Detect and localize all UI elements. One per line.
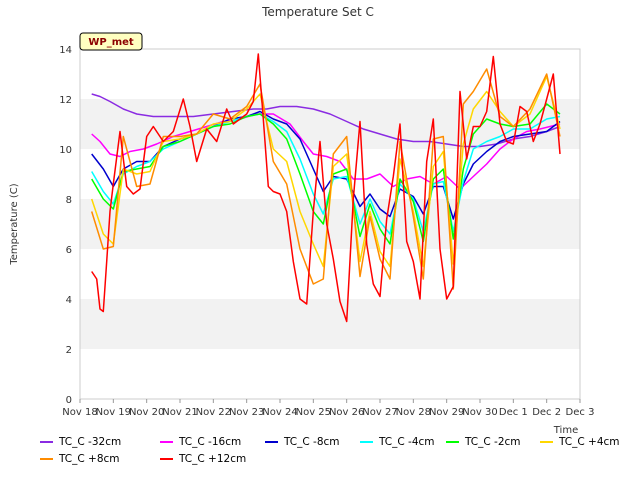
legend-item: TC_C +12cm (160, 453, 246, 465)
y-tick-label: 14 (59, 45, 72, 56)
series-lines (90, 53, 561, 323)
y-tick-label: 12 (59, 95, 72, 106)
legend-swatch (360, 441, 373, 443)
series-line (90, 68, 561, 290)
legend-label: TC_C -16cm (179, 436, 242, 448)
y-tick-label: 0 (66, 395, 72, 406)
legend-item: TC_C +4cm (540, 436, 620, 448)
y-tick-label: 10 (59, 145, 72, 156)
annotation-label: WP_met (88, 37, 134, 48)
x-tick-label: Nov 30 (462, 407, 497, 418)
legend-item: TC_C -32cm (40, 436, 121, 448)
legend-item: TC_C -8cm (265, 436, 340, 448)
legend-label: TC_C +12cm (179, 453, 247, 465)
legend-swatch (540, 441, 553, 443)
x-tick-label: Nov 28 (396, 407, 431, 418)
legend-swatch (40, 458, 53, 460)
series-line (90, 75, 561, 268)
series-line (91, 103, 561, 245)
x-tick-label: Nov 29 (429, 407, 464, 418)
y-tick-label: 4 (66, 295, 72, 306)
y-tick-label: 8 (66, 195, 72, 206)
legend-swatch (446, 441, 459, 443)
legend-swatch (265, 441, 278, 443)
x-tick-label: Nov 21 (162, 407, 197, 418)
grid-band (80, 299, 580, 349)
x-tick-label: Dec 2 (532, 407, 561, 418)
legend-label: TC_C -4cm (379, 436, 435, 448)
x-axis-label: Time (553, 425, 578, 436)
legend-label: TC_C -32cm (59, 436, 122, 448)
x-tick-label: Nov 22 (196, 407, 231, 418)
legend-swatch (40, 441, 53, 443)
legend-item: TC_C -2cm (446, 436, 521, 448)
plot-frame (79, 48, 581, 400)
x-tick-label: Dec 3 (566, 407, 595, 418)
x-tick-label: Dec 1 (499, 407, 528, 418)
y-axis-label: Temperature (C) (9, 183, 20, 265)
legend-item: TC_C -16cm (160, 436, 241, 448)
x-tick-label: Nov 26 (329, 407, 364, 418)
x-tick-label: Nov 20 (129, 407, 164, 418)
x-tick-label: Nov 24 (262, 407, 297, 418)
x-tick-label: Nov 23 (229, 407, 264, 418)
x-tick-label: Nov 25 (296, 407, 331, 418)
legend-item: TC_C +8cm (40, 453, 120, 465)
x-tick-label: Nov 18 (62, 407, 97, 418)
legend-label: TC_C +8cm (59, 453, 120, 465)
y-axis-ticks: 0 2 4 6 8 10 12 14 (59, 45, 72, 406)
x-tick-label: Nov 19 (96, 407, 131, 418)
legend-item: TC_C -4cm (360, 436, 435, 448)
legend-label: TC_C -2cm (465, 436, 521, 448)
legend-label: TC_C -8cm (284, 436, 340, 448)
series-line (91, 53, 561, 323)
y-tick-label: 2 (66, 345, 72, 356)
legend-label: TC_C +4cm (559, 436, 620, 448)
grid-bands (80, 99, 580, 349)
y-tick-label: 6 (66, 245, 72, 256)
legend-swatch (160, 441, 173, 443)
chart-title: Temperature Set C (261, 5, 374, 19)
x-tick-label: Nov 27 (362, 407, 397, 418)
series-line (91, 93, 561, 148)
series-line (91, 113, 561, 190)
legend-swatch (160, 458, 173, 460)
series-line (91, 113, 561, 235)
annotation-box (79, 32, 143, 51)
wp-met-annotation: WP_met (79, 32, 143, 51)
